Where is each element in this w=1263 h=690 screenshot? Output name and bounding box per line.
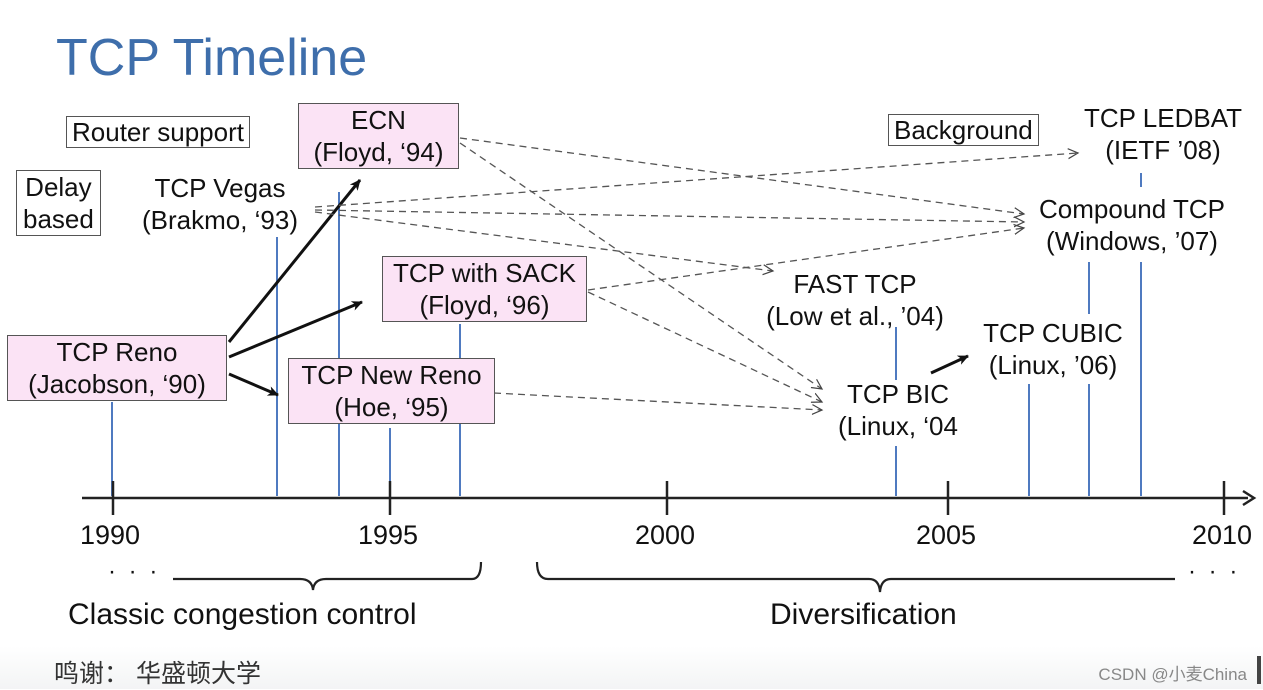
node-name: TCP with SACK (392, 258, 576, 288)
node-name: Compound TCP (1039, 194, 1225, 224)
node-detail: (Linux, ’06) (988, 350, 1118, 380)
ellipsis-left: · · · (108, 558, 161, 585)
node-name: ECN (351, 105, 406, 135)
node-tcp-reno: TCP Reno (Jacobson, ‘90) (7, 335, 227, 401)
time-axis (82, 481, 1257, 515)
node-tcp-new-reno: TCP New Reno (Hoe, ‘95) (288, 358, 495, 424)
node-tcp-ledbat: TCP LEDBAT (IETF ’08) (1075, 102, 1251, 166)
era-classic-label: Classic congestion control (68, 598, 417, 631)
node-detail: (IETF ’08) (1105, 135, 1221, 165)
delay-based-label: Delay based (16, 170, 101, 236)
ellipsis-right: · · · (1188, 558, 1241, 585)
edge-marker (1257, 656, 1261, 684)
node-name: FAST TCP (793, 269, 917, 299)
node-name: TCP LEDBAT (1084, 103, 1242, 133)
node-tcp-vegas: TCP Vegas (Brakmo, ‘93) (125, 172, 315, 236)
era-braces (173, 561, 1175, 593)
node-detail: (Windows, ’07) (1046, 226, 1218, 256)
delay-based-line-2: based (23, 204, 94, 234)
node-ecn: ECN (Floyd, ‘94) (298, 103, 459, 169)
node-fast-tcp: FAST TCP (Low et al., ’04) (745, 268, 965, 332)
node-detail: (Hoe, ‘95) (334, 392, 449, 422)
node-tcp-cubic: TCP CUBIC (Linux, ’06) (972, 317, 1134, 381)
node-detail: (Low et al., ’04) (766, 301, 944, 331)
node-name: TCP BIC (846, 379, 950, 409)
node-detail: (Floyd, ‘94) (313, 137, 444, 167)
tick-1995: 1995 (357, 520, 419, 550)
drop-lines (111, 173, 1142, 496)
page-title: TCP Timeline (56, 29, 368, 87)
background-label: Background (888, 114, 1039, 146)
credit-text: 鸣谢： 华盛顿大学 (54, 660, 261, 688)
node-compound-tcp: Compound TCP (Windows, ’07) (1020, 193, 1244, 257)
footer-bar (0, 646, 1263, 689)
delay-based-line-1: Delay (25, 172, 92, 202)
tick-2010: 2010 (1191, 520, 1253, 550)
node-detail: (Linux, ‘04 (838, 411, 958, 441)
node-detail: (Jacobson, ‘90) (28, 369, 206, 399)
tick-1990: 1990 (79, 520, 141, 550)
node-tcp-bic: TCP BIC (Linux, ‘04 (818, 378, 978, 442)
node-name: TCP New Reno (301, 360, 482, 390)
node-name: TCP CUBIC (983, 318, 1123, 348)
tick-2005: 2005 (915, 520, 977, 550)
router-support-label: Router support (66, 116, 250, 148)
tick-2000: 2000 (634, 520, 696, 550)
node-name: TCP Reno (56, 337, 178, 367)
watermark: CSDN @小麦China (1098, 665, 1247, 684)
node-tcp-sack: TCP with SACK (Floyd, ‘96) (382, 256, 587, 322)
node-detail: (Floyd, ‘96) (419, 290, 550, 320)
node-name: TCP Vegas (154, 173, 286, 203)
era-diversification-label: Diversification (770, 598, 957, 631)
node-detail: (Brakmo, ‘93) (141, 205, 299, 235)
